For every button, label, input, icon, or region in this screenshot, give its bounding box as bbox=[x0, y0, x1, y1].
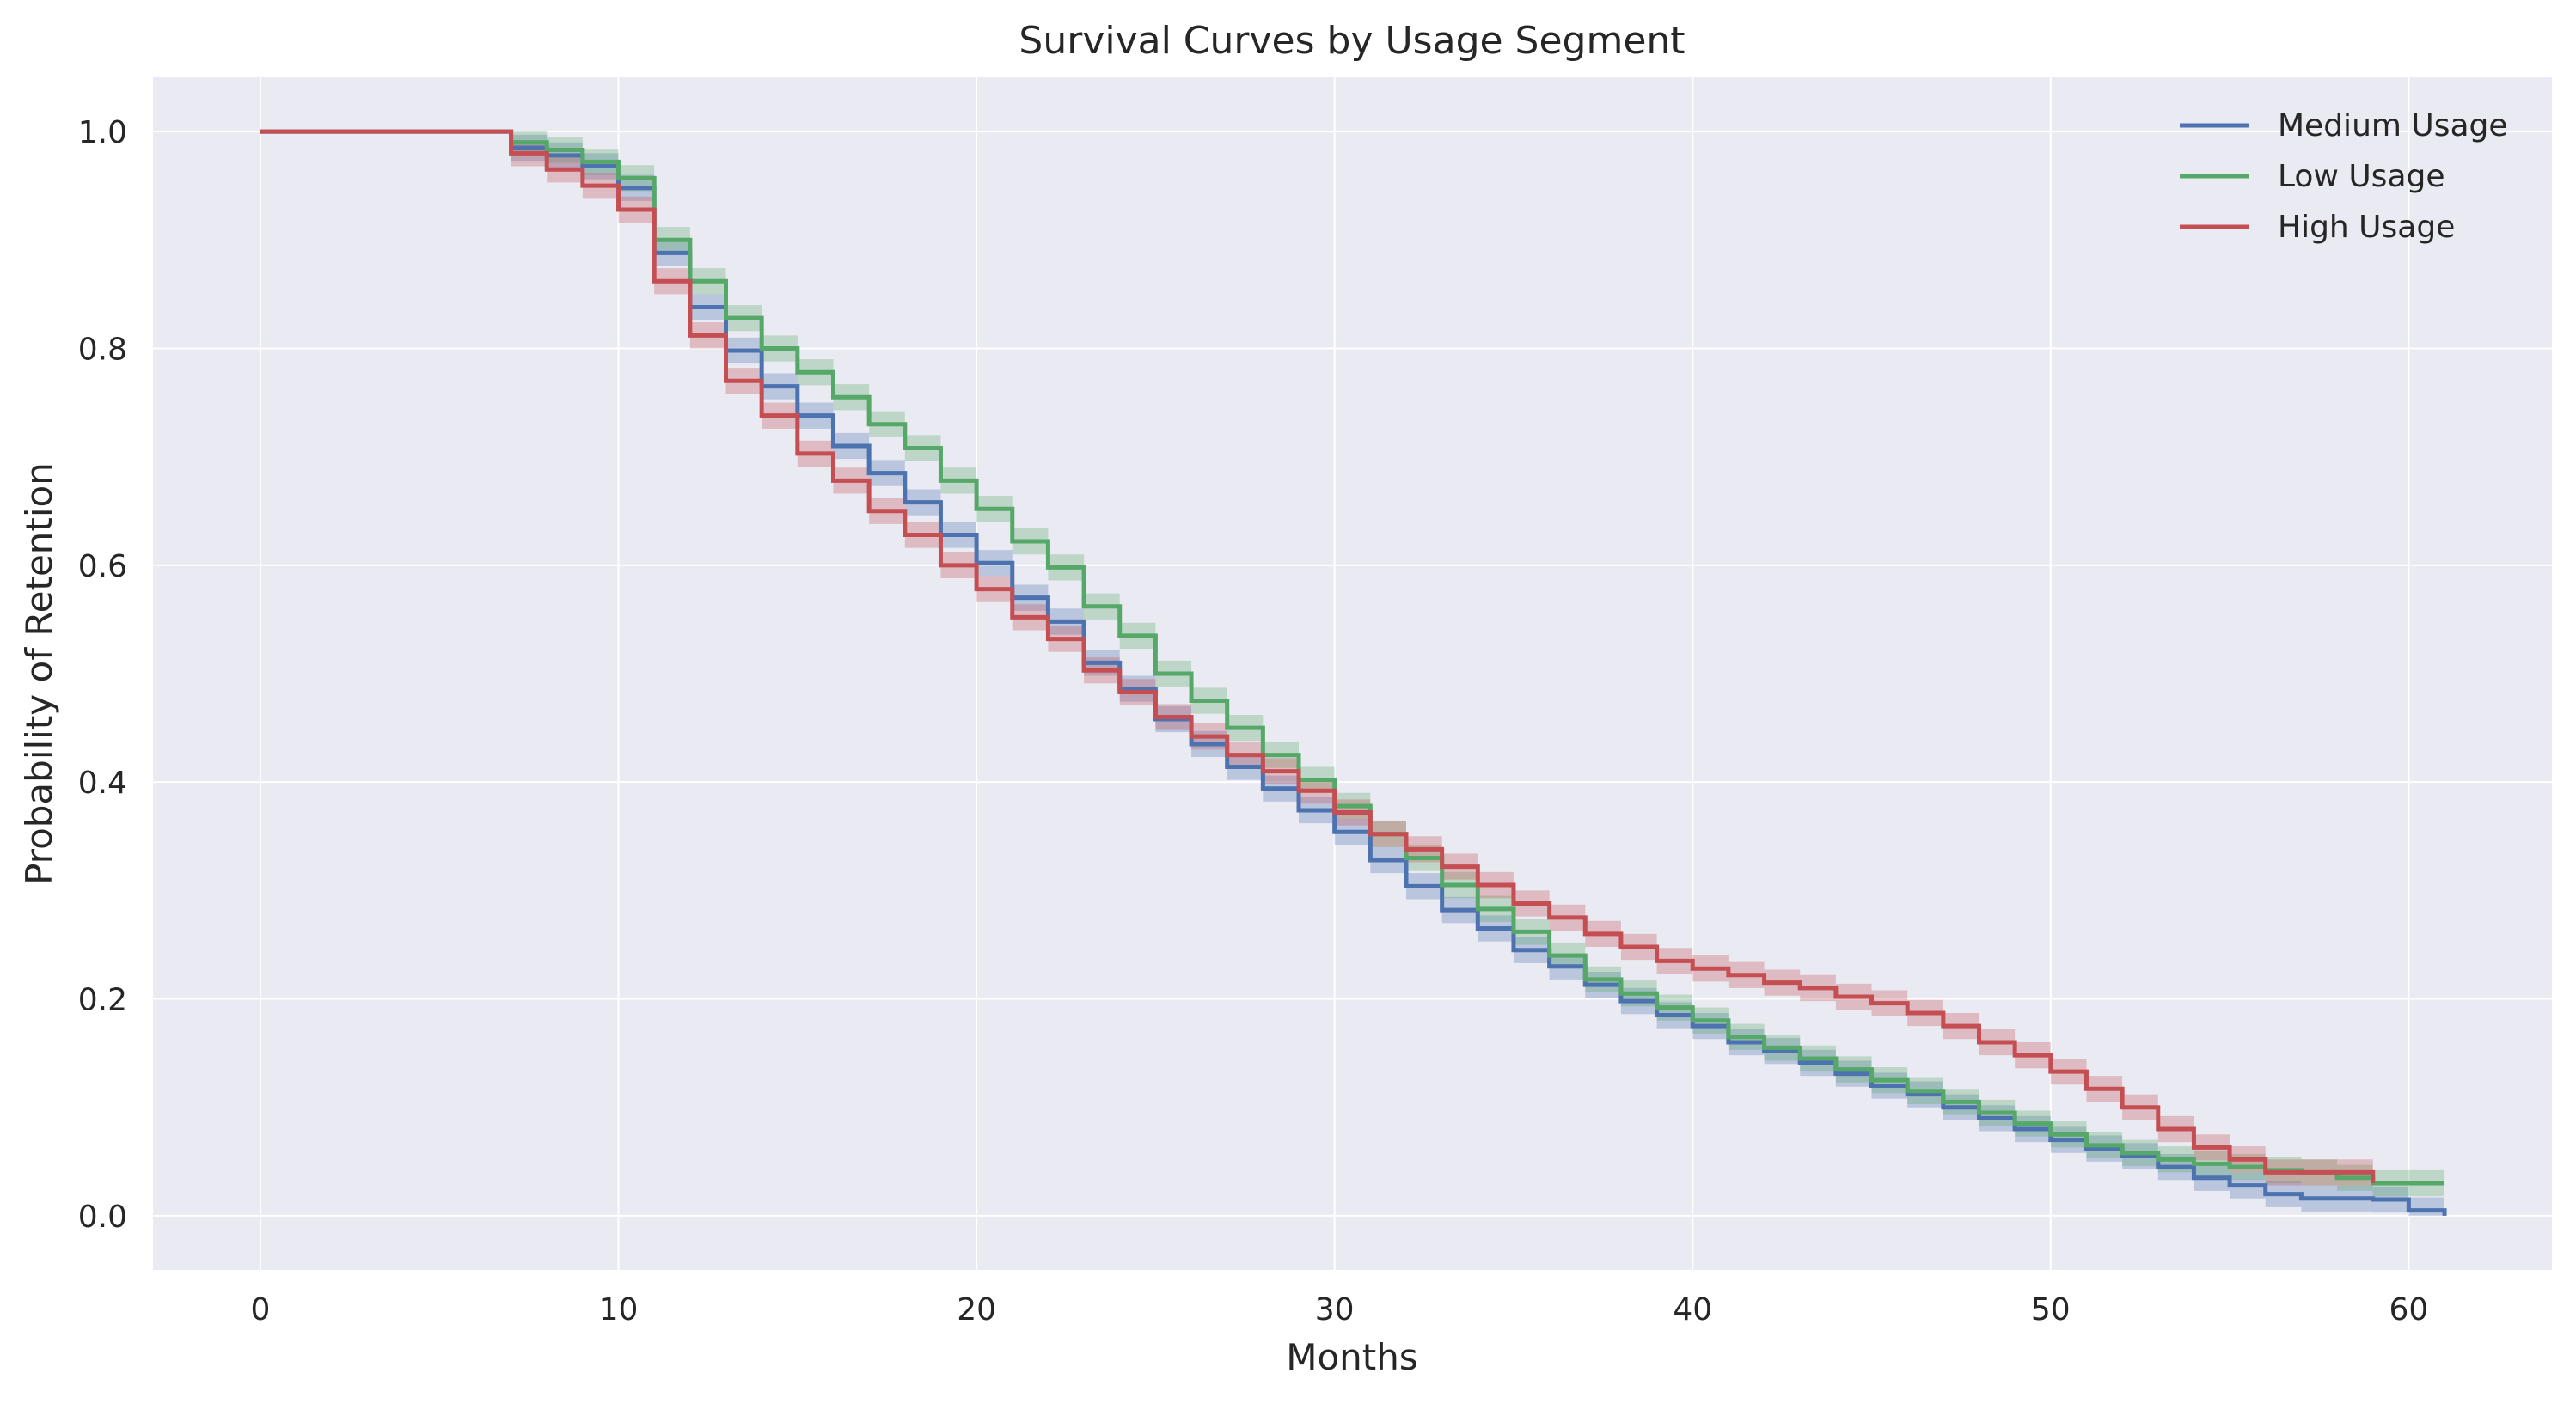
plot-background bbox=[153, 77, 2552, 1270]
legend: Medium Usage Low Usage High Usage bbox=[2180, 108, 2508, 245]
survival-lines bbox=[260, 129, 2447, 1216]
tick-labels: 0 10 20 30 40 50 60 0.0 0.2 0.4 0.6 0.8 1.0 bbox=[78, 115, 2429, 1328]
high-usage-legend-label: High Usage bbox=[2278, 210, 2455, 245]
x-tick-label: 50 bbox=[2031, 1292, 2071, 1328]
high-usage-line bbox=[260, 129, 2376, 1184]
low-usage-legend-label: Low Usage bbox=[2278, 159, 2445, 194]
x-tick-label: 10 bbox=[599, 1292, 639, 1328]
x-tick-label: 40 bbox=[1673, 1292, 1712, 1328]
y-tick-label: 0.8 bbox=[78, 332, 127, 367]
chart-title: Survival Curves by Usage Segment bbox=[1019, 19, 1685, 63]
x-tick-label: 0 bbox=[251, 1292, 271, 1328]
x-tick-label: 30 bbox=[1315, 1292, 1355, 1328]
y-tick-label: 0.0 bbox=[78, 1200, 127, 1235]
x-tick-label: 60 bbox=[2389, 1292, 2428, 1328]
medium-usage-legend-label: Medium Usage bbox=[2278, 108, 2508, 143]
y-axis-label: Probability of Retention bbox=[18, 462, 60, 885]
grid-lines bbox=[153, 77, 2552, 1270]
y-tick-label: 0.6 bbox=[78, 549, 127, 584]
x-axis-label: Months bbox=[1286, 1336, 1418, 1378]
medium-usage-confidence-band bbox=[260, 131, 2445, 1216]
y-tick-label: 0.4 bbox=[78, 766, 127, 801]
y-tick-label: 0.2 bbox=[78, 983, 127, 1018]
confidence-bands bbox=[260, 131, 2445, 1216]
medium-usage-line bbox=[260, 129, 2447, 1216]
y-tick-label: 1.0 bbox=[78, 115, 127, 150]
x-tick-label: 20 bbox=[957, 1292, 996, 1328]
low-usage-line bbox=[260, 129, 2445, 1186]
